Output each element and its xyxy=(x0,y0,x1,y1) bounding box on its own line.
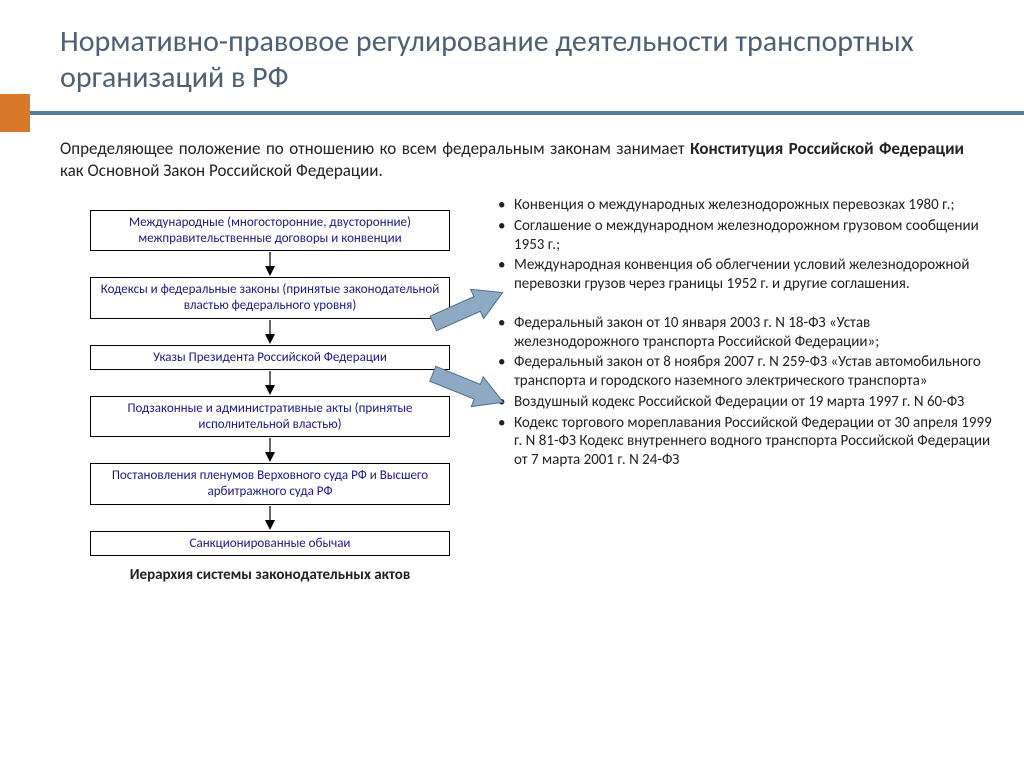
accent-orange-block xyxy=(0,94,30,132)
list-item: Международная конвенция об облегчении ус… xyxy=(490,256,994,294)
list-item: Кодекс торгового мореплавания Российской… xyxy=(490,414,994,470)
slide-title: Нормативно-правовое регулирование деятел… xyxy=(60,24,964,96)
list-item: Воздушный кодекс Российской Федерации от… xyxy=(490,393,994,412)
down-arrow-icon xyxy=(60,251,480,277)
intro-bold: Конституция Российской Федерации xyxy=(690,138,964,159)
hierarchy-box: Подзаконные и административные акты (при… xyxy=(90,396,450,437)
hierarchy-column: Международные (многосторонние, двусторон… xyxy=(60,192,480,584)
list-item: Федеральный закон от 8 ноября 2007 г. N … xyxy=(490,353,994,391)
hierarchy-box: Кодексы и федеральные законы (принятые з… xyxy=(90,277,450,318)
list-item: Федеральный закон от 10 января 2003 г. N… xyxy=(490,314,994,352)
intro-pre: Определяющее положение по отношению ко в… xyxy=(60,138,690,159)
accent-blue-line xyxy=(30,111,1024,115)
list-item: Конвенция о международных железнодорожны… xyxy=(490,196,994,215)
hierarchy-box: Постановления пленумов Верховного суда Р… xyxy=(90,463,450,504)
conventions-list: Конвенция о международных железнодорожны… xyxy=(490,196,994,294)
hierarchy-box: Санкционированные обычаи xyxy=(90,531,450,557)
down-arrow-icon xyxy=(60,319,480,345)
down-arrow-icon xyxy=(60,505,480,531)
list-item: Соглашение о международном железнодорожн… xyxy=(490,217,994,255)
accent-bar xyxy=(0,106,1024,120)
details-column: Конвенция о международных железнодорожны… xyxy=(490,192,994,584)
intro-post: как Основной Закон Российской Федерации. xyxy=(60,160,383,181)
down-arrow-icon xyxy=(60,437,480,463)
hierarchy-box: Международные (многосторонние, двусторон… xyxy=(90,210,450,251)
down-arrow-icon xyxy=(60,370,480,396)
laws-list: Федеральный закон от 10 января 2003 г. N… xyxy=(490,314,994,470)
hierarchy-caption: Иерархия системы законодательных актов xyxy=(60,566,480,584)
intro-paragraph: Определяющее положение по отношению ко в… xyxy=(0,120,1024,192)
hierarchy-box: Указы Президента Российской Федерации xyxy=(90,345,450,371)
